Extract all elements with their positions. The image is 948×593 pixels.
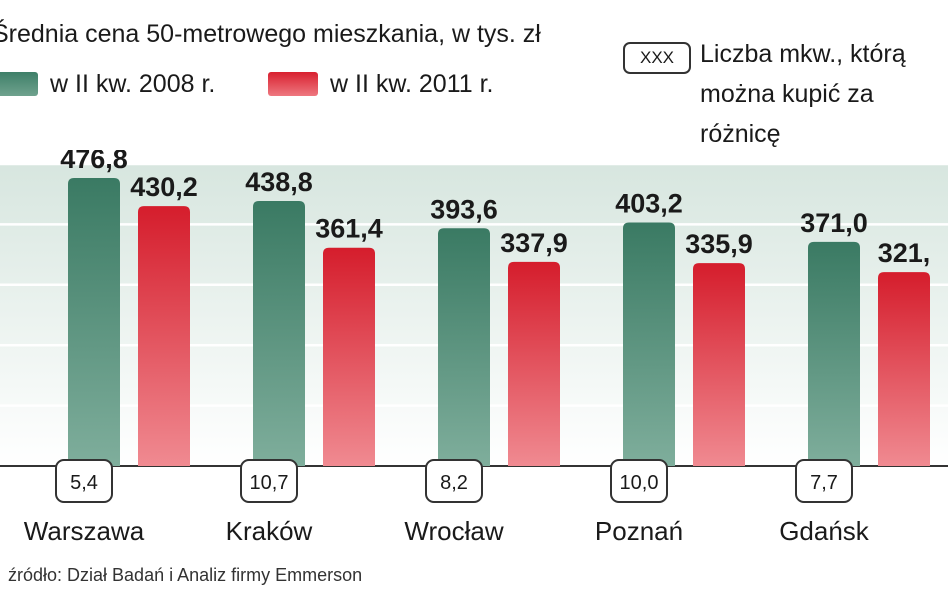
category-label: Wrocław	[404, 516, 503, 546]
difference-box	[240, 459, 298, 503]
data-label: 403,2	[615, 188, 683, 218]
chart-title: Średnia cena 50-metrowego mieszkania, w …	[0, 20, 541, 48]
source-note: źródło: Dział Badań i Analiz firmy Emmer…	[8, 565, 363, 585]
legend-label-2011: w II kw. 2011 r.	[330, 69, 494, 98]
difference-value: 10,0	[620, 472, 659, 494]
difference-box	[425, 459, 483, 503]
data-label: 371,0	[800, 208, 868, 238]
data-label: 393,6	[430, 194, 498, 224]
difference-box	[610, 459, 668, 503]
difference-box	[55, 459, 113, 503]
data-label: 321,	[878, 238, 931, 268]
legend-label-2008: w II kw. 2008 r.	[50, 69, 216, 98]
bar-2008	[438, 228, 490, 466]
bar-2008	[68, 178, 120, 466]
data-label: 361,4	[315, 214, 383, 244]
note-legend-box: XXX	[623, 42, 691, 74]
bar-2011	[138, 206, 190, 467]
data-label: 430,2	[130, 172, 198, 202]
bar-2008	[808, 241, 860, 466]
bar-2008	[253, 200, 305, 467]
difference-value: 8,2	[440, 472, 468, 494]
difference-value: 10,7	[250, 472, 289, 494]
data-label: 476,8	[60, 150, 128, 174]
category-label: Kraków	[226, 516, 313, 546]
legend-swatch-2008	[0, 72, 38, 96]
bar-2011	[323, 247, 375, 466]
note-legend-text: Liczba mkw., którą można kupić za różnic…	[700, 40, 906, 148]
category-label: Poznań	[595, 516, 683, 546]
data-label: 337,9	[500, 228, 568, 258]
category-label: Warszawa	[24, 516, 145, 546]
bar-2011	[508, 261, 560, 466]
difference-value: 5,4	[70, 472, 98, 494]
data-label: 438,8	[245, 167, 313, 197]
bar-2008	[623, 222, 675, 466]
data-label: 335,9	[685, 229, 753, 259]
legend-item-2008: w II kw. 2008 r.	[0, 68, 215, 100]
difference-box	[795, 459, 853, 503]
legend-swatch-2011	[268, 72, 318, 96]
bar-2011	[878, 272, 930, 466]
legend-item-2011: w II kw. 2011 r.	[268, 68, 494, 100]
difference-value: 7,7	[810, 472, 838, 494]
category-label: Gdańsk	[779, 516, 870, 546]
bar-2011	[693, 263, 745, 466]
